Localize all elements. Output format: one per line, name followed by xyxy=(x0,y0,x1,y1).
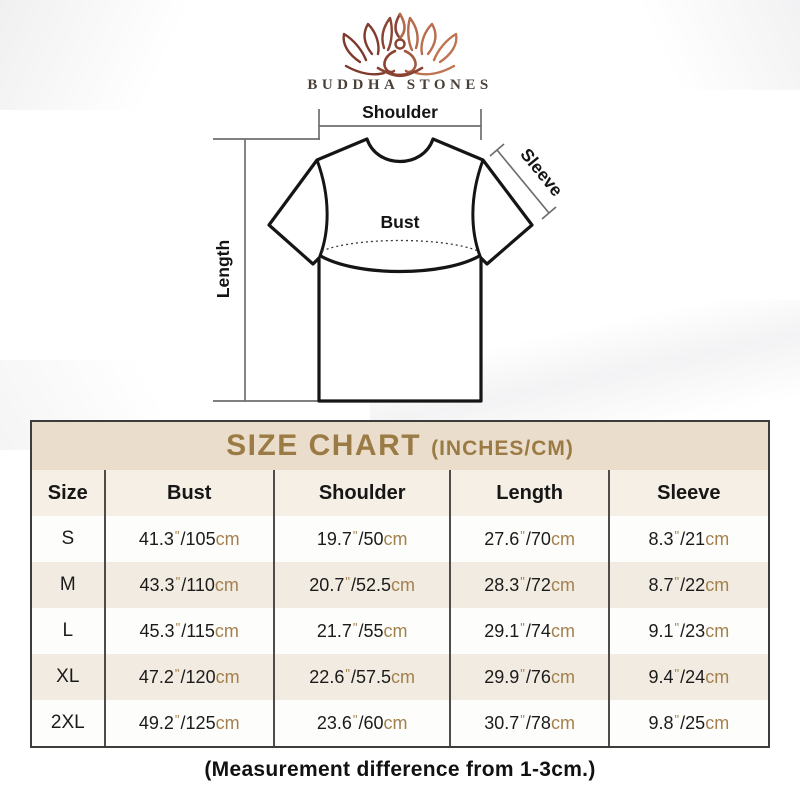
size-chart-units: (INCHES/CM) xyxy=(431,436,574,460)
size-value-cell: XL xyxy=(32,654,106,700)
table-row: S 41.3 "/105 cm 19.7 "/50 cm 27.6 "/70 cm 8.3 "… xyxy=(32,516,768,562)
sleeve-value-cell: 9.1 "/23 cm xyxy=(648,619,730,641)
table-header-row: Size Bust Shoulder Length Sleeve xyxy=(32,470,768,516)
length-label: Length xyxy=(213,240,233,298)
size-chart-table: SIZE CHART (INCHES/CM) Size Bust Shoulde… xyxy=(30,420,770,748)
shoulder-value-cell: 22.6 "/57.5 cm xyxy=(275,654,452,700)
sleeve-label: Sleeve xyxy=(516,144,567,200)
bust-value-cell: 49.2 "/125 cm xyxy=(106,700,275,746)
length-value-cell: 28.3 "/72 cm xyxy=(451,562,610,608)
length-value-cell: 30.7 "/78 cm xyxy=(451,700,610,746)
column-header-shoulder: Shoulder xyxy=(275,470,452,516)
bust-value-cell: 41.3 "/105 cm xyxy=(106,516,275,562)
table-row: XL 47.2 "/120 cm 22.6 "/57.5 cm 29.9 "/76 cm 9… xyxy=(32,654,768,700)
size-value-cell: 2XL xyxy=(32,700,106,746)
column-header-size: Size xyxy=(32,470,106,516)
bust-label: Bust xyxy=(381,212,420,232)
length-value-cell: 29.9 "/76 cm xyxy=(451,654,610,700)
size-chart-title: SIZE CHART xyxy=(226,429,422,462)
lotus-meditation-icon xyxy=(342,12,458,78)
sleeve-value-cell: 9.4 "/24 cm xyxy=(648,665,730,687)
column-header-length: Length xyxy=(451,470,610,516)
size-value-cell: S xyxy=(32,516,106,562)
sleeve-value-cell: 8.7 "/22 cm xyxy=(648,573,730,595)
shoulder-value-cell: 19.7 "/50 cm xyxy=(275,516,452,562)
bust-value-cell: 45.3 "/115 cm xyxy=(106,608,275,654)
size-value-cell: M xyxy=(32,562,106,608)
table-row: L 45.3 "/115 cm 21.7 "/55 cm 29.1 "/74 cm 9.1 "… xyxy=(32,608,768,654)
size-value-cell: L xyxy=(32,608,106,654)
shoulder-value-cell: 20.7 "/52.5 cm xyxy=(275,562,452,608)
column-header-sleeve: Sleeve xyxy=(657,481,721,504)
sleeve-value-cell: 9.8 "/25 cm xyxy=(648,711,730,733)
measurement-tolerance-note: (Measurement difference from 1-3cm.) xyxy=(204,758,596,781)
bust-value-cell: 43.3 "/110 cm xyxy=(106,562,275,608)
sleeve-value-cell: 8.3 "/21 cm xyxy=(648,527,730,549)
shoulder-value-cell: 23.6 "/60 cm xyxy=(275,700,452,746)
tshirt-measurement-diagram: Shoulder Bust Length Sleeve xyxy=(213,102,567,403)
table-row: 2XL 49.2 "/125 cm 23.6 "/60 cm 30.7 "/78 cm 9.… xyxy=(32,700,768,746)
brand-name: BUDDHA STONES xyxy=(307,77,493,93)
column-header-bust: Bust xyxy=(106,470,275,516)
length-value-cell: 29.1 "/74 cm xyxy=(451,608,610,654)
length-value-cell: 27.6 "/70 cm xyxy=(451,516,610,562)
shoulder-label: Shoulder xyxy=(362,102,438,122)
table-row: M 43.3 "/110 cm 20.7 "/52.5 cm 28.3 "/72 cm 8.… xyxy=(32,562,768,608)
shoulder-value-cell: 21.7 "/55 cm xyxy=(275,608,452,654)
table-body: S 41.3 "/105 cm 19.7 "/50 cm 27.6 "/70 cm 8.3 "… xyxy=(32,516,768,746)
bust-value-cell: 47.2 "/120 cm xyxy=(106,654,275,700)
size-chart-title-band: SIZE CHART (INCHES/CM) xyxy=(32,422,768,470)
